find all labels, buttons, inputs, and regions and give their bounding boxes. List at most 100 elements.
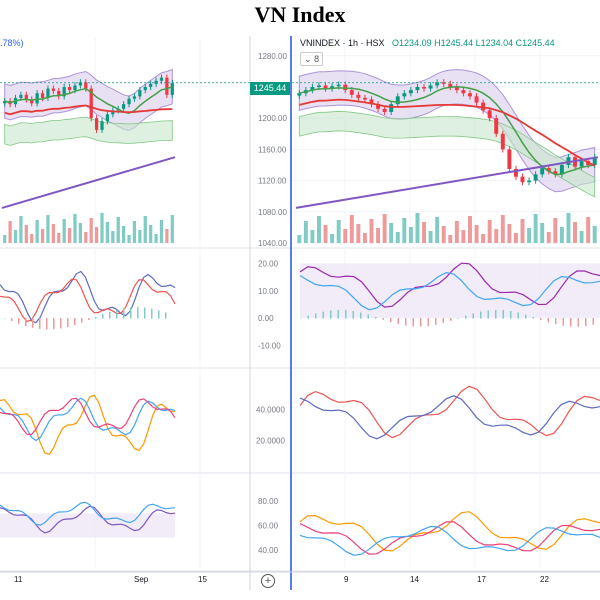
left-candle — [51, 88, 55, 91]
right-p3-line-2 — [299, 525, 600, 556]
right-candle — [461, 90, 466, 94]
right-volume-bar — [382, 214, 387, 243]
x-axis-tick-label: 14 — [410, 575, 419, 584]
right-volume-bar — [592, 226, 597, 243]
right-volume-bar — [343, 229, 348, 243]
right-candle — [343, 84, 348, 91]
left-candle — [143, 87, 147, 91]
right-volume-bar — [336, 220, 341, 243]
indicator-tick-label: 40.00 — [258, 546, 279, 555]
left-volume-bar — [159, 220, 164, 243]
indicator-tick-label: 20.00 — [258, 259, 279, 268]
right-p1-histogram-bar — [420, 318, 422, 327]
left-candle — [127, 98, 131, 105]
left-p2-line-2 — [0, 397, 176, 436]
right-volume-bar — [573, 222, 577, 243]
left-ma-red — [4, 104, 173, 116]
right-volume-bar — [389, 223, 394, 243]
left-p1-histogram-bar — [60, 318, 62, 329]
right-volume-bar — [494, 229, 499, 243]
right-candle — [579, 161, 584, 167]
right-candle — [527, 180, 532, 183]
right-volume-bar — [415, 213, 420, 243]
right-p1-band — [300, 263, 600, 319]
right-p1-histogram-bar — [472, 313, 474, 319]
right-volume-bar — [303, 221, 308, 243]
price-tick-label: 1280.00 — [258, 52, 287, 61]
right-p1-histogram-bar — [367, 314, 369, 319]
right-volume-bar — [323, 225, 328, 243]
x-axis-tick-label: 17 — [477, 575, 486, 584]
indicator-tick-label: 40.0000 — [256, 405, 285, 414]
right-p1-histogram-bar — [585, 318, 587, 327]
right-volume-bar — [369, 219, 374, 243]
left-candle — [132, 96, 137, 99]
right-p1-histogram-bar — [562, 318, 564, 326]
left-volume-bar — [105, 222, 110, 243]
left-p1-line-1 — [0, 278, 176, 323]
left-volume-bar — [116, 217, 120, 243]
right-p1-histogram-bar — [345, 310, 347, 319]
left-p1-histogram-bar — [4, 318, 6, 319]
left-volume-bar — [89, 218, 93, 243]
indicator-tick-label: 60.00 — [258, 522, 279, 531]
right-candle — [448, 83, 453, 87]
left-p1-histogram-bar — [25, 318, 27, 326]
right-p1-histogram-bar — [450, 318, 452, 321]
left-candle — [149, 83, 153, 87]
right-p1-histogram-bar — [427, 318, 429, 327]
right-candle — [422, 87, 426, 89]
right-candle — [441, 82, 446, 84]
right-volume-bar — [408, 227, 413, 243]
right-candle — [513, 168, 518, 177]
left-p1-histogram-bar — [39, 318, 41, 329]
left-candle — [170, 83, 174, 95]
last-price-label: 1245.44 — [250, 82, 290, 95]
ohlc-readout: O1234.09 H1245.44 L1234.04 C1245.44 — [392, 38, 555, 48]
right-volume-bar — [454, 221, 459, 243]
right-p1-histogram-bar — [487, 310, 489, 319]
left-volume-bar — [122, 226, 126, 243]
right-p1-histogram-bar — [390, 318, 392, 323]
right-ichimoku-cloud — [298, 110, 596, 198]
left-candle — [24, 94, 28, 100]
right-candle — [487, 110, 492, 119]
left-volume-bar — [13, 230, 18, 243]
right-volume-bar — [448, 235, 453, 243]
right-candle — [310, 87, 315, 91]
left-candle — [100, 121, 104, 130]
left-volume-bar — [51, 224, 55, 243]
right-candle — [454, 87, 459, 91]
left-volume-bar — [143, 216, 147, 243]
right-p2-line-0 — [299, 385, 600, 439]
indicator-count: 8 — [314, 54, 320, 64]
right-volume-bar — [507, 224, 512, 243]
right-p1-histogram-bar — [360, 312, 362, 319]
left-candle — [30, 99, 34, 104]
right-volume-bar — [546, 232, 551, 243]
indicator-tick-label: 0.00 — [258, 314, 274, 323]
left-ma-purple — [1, 156, 176, 209]
right-ma-green — [299, 86, 595, 176]
right-volume-bar — [317, 216, 321, 243]
right-p1-histogram-bar — [525, 314, 527, 319]
right-p1-histogram-bar — [322, 311, 324, 319]
add-icon[interactable]: + — [261, 574, 275, 588]
left-p1-line-0 — [0, 270, 176, 324]
right-volume-bar — [310, 230, 315, 243]
left-candle — [62, 87, 66, 97]
left-p1-histogram-bar — [123, 308, 125, 319]
symbol-label[interactable]: VNINDEX · 1h · HSX — [300, 38, 385, 48]
right-p1-histogram-bar — [547, 318, 549, 323]
left-chart-header: .78%) — [0, 38, 24, 48]
left-volume-bar — [111, 231, 115, 243]
right-p1-histogram-bar — [502, 310, 504, 319]
indicator-tick-label: 80.00 — [258, 497, 279, 506]
right-candle — [566, 157, 571, 165]
right-candle — [369, 99, 374, 105]
left-candle — [67, 87, 72, 91]
indicator-settings-toggle[interactable]: ⌄ 8 — [300, 52, 324, 66]
right-candle — [428, 85, 433, 89]
left-p1-histogram-bar — [158, 310, 160, 319]
right-p2-line-1 — [299, 395, 600, 440]
